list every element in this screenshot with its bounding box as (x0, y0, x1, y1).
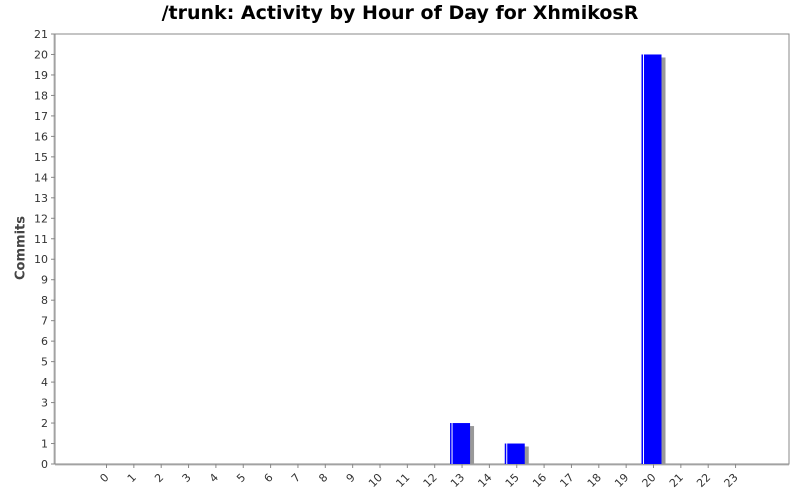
bar (641, 54, 662, 464)
y-tick-label: 19 (34, 69, 48, 82)
y-tick-label: 13 (34, 192, 48, 205)
y-tick-label: 20 (34, 48, 48, 61)
y-tick-label: 21 (34, 28, 48, 41)
y-tick-label: 14 (34, 171, 48, 184)
y-tick-label: 5 (41, 356, 48, 369)
x-tick-label: 20 (640, 471, 659, 490)
x-tick-label: 19 (612, 471, 631, 490)
x-tick-label: 1 (125, 471, 139, 485)
x-tick-label: 13 (448, 471, 467, 490)
x-tick-label: 18 (585, 471, 604, 490)
x-tick-label: 14 (475, 471, 494, 490)
bar (504, 443, 525, 464)
y-tick-label: 10 (34, 253, 48, 266)
x-tick-label: 23 (722, 471, 741, 490)
x-tick-label: 2 (152, 471, 166, 485)
x-tick-label: 7 (289, 471, 303, 485)
y-tick-label: 12 (34, 212, 48, 225)
y-tick-label: 17 (34, 110, 48, 123)
y-tick-label: 1 (41, 438, 48, 451)
y-tick-label: 6 (41, 335, 48, 348)
bar (450, 423, 471, 464)
x-tick-label: 12 (421, 471, 440, 490)
x-tick-label: 4 (207, 471, 221, 485)
x-tick-label: 21 (667, 471, 686, 490)
x-tick-label: 10 (366, 471, 385, 490)
y-tick-label: 7 (41, 315, 48, 328)
x-tick-label: 17 (557, 471, 576, 490)
x-tick-label: 15 (503, 471, 522, 490)
x-tick-label: 11 (393, 471, 412, 490)
y-tick-label: 3 (41, 397, 48, 410)
y-tick-label: 2 (41, 417, 48, 430)
x-tick-label: 22 (694, 471, 713, 490)
y-tick-label: 15 (34, 151, 48, 164)
x-tick-label: 3 (180, 471, 194, 485)
chart-title: /trunk: Activity by Hour of Day for Xhmi… (161, 2, 639, 24)
x-tick-label: 9 (344, 471, 358, 485)
x-tick-label: 16 (530, 471, 549, 490)
y-tick-label: 0 (41, 458, 48, 471)
y-tick-label: 4 (41, 376, 48, 389)
y-tick-label: 18 (34, 89, 48, 102)
x-tick-label: 8 (316, 471, 330, 485)
x-tick-label: 0 (97, 471, 111, 485)
y-tick-label: 8 (41, 294, 48, 307)
x-tick-label: 6 (262, 471, 276, 485)
y-tick-label: 11 (34, 233, 48, 246)
y-tick-label: 9 (41, 274, 48, 287)
plot-area (54, 33, 790, 465)
y-axis-label: Commits (13, 216, 29, 280)
y-tick-label: 16 (34, 130, 48, 143)
x-tick-label: 5 (234, 471, 248, 485)
